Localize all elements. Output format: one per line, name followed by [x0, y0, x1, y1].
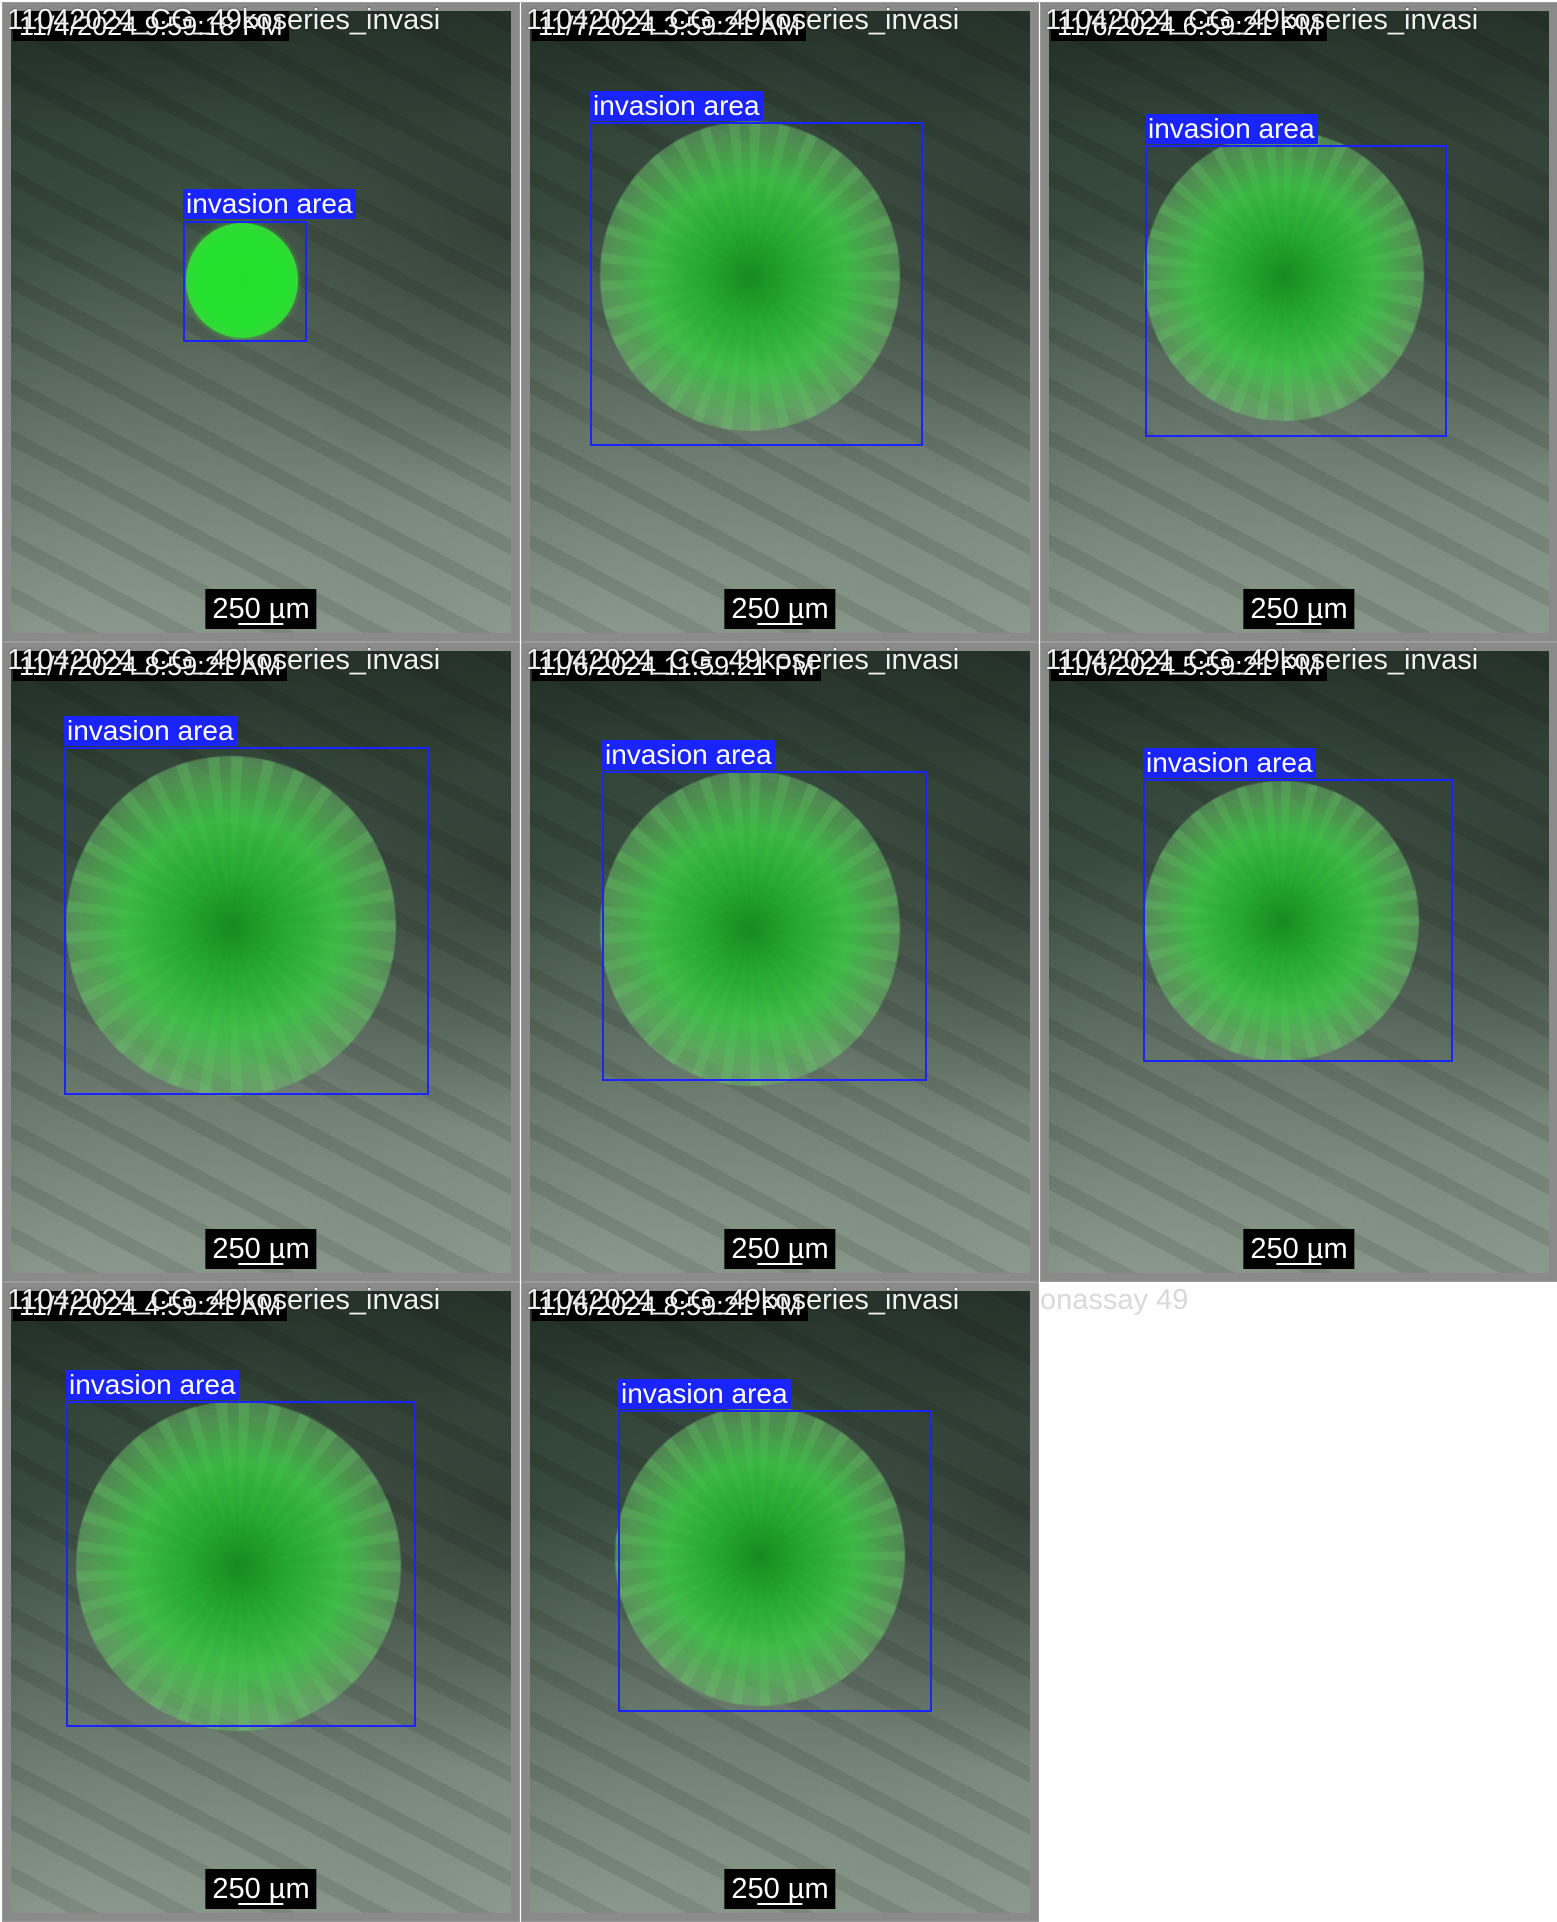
- spheroid: [600, 121, 900, 431]
- scale-bar-line: [757, 623, 803, 625]
- timestamp-label: 11/6/2024 5:59:21 PM: [1051, 651, 1327, 681]
- detection-box: [183, 221, 307, 342]
- scale-bar-line: [757, 1903, 803, 1905]
- micrograph-image: [11, 11, 511, 633]
- scale-bar: 250 µm: [205, 589, 317, 629]
- timestamp-label: 11/6/2024 8:59:21 PM: [532, 1291, 808, 1321]
- spheroid: [600, 771, 900, 1086]
- detection-box: [1143, 779, 1453, 1062]
- detection-box: [618, 1410, 932, 1712]
- scale-bar-label: 250 µm: [1250, 1233, 1348, 1265]
- spheroid: [186, 223, 298, 338]
- timestamp-label: 11/7/2024 8:59:21 AM: [13, 651, 288, 681]
- micrograph-tile: 11/6/2024 11:59:21 PM 11042024_CG_49kose…: [521, 642, 1039, 1282]
- scale-bar-label: 250 µm: [1250, 593, 1348, 625]
- file-name-label: 11042024_CG_49koseries_invasi: [1045, 4, 1479, 36]
- timestamp-label: 11/7/2024 3:59:21 AM: [532, 11, 807, 41]
- scale-bar-line: [238, 1263, 284, 1265]
- spheroid: [1144, 781, 1419, 1061]
- timestamp-label: 11/4/2024 9:59:18 PM: [13, 11, 289, 41]
- micrograph-tile: 11/7/2024 3:59:21 AM 11042024_CG_49koser…: [521, 2, 1039, 642]
- detection-label: invasion area: [618, 1379, 791, 1409]
- timestamp-label: 11/7/2024 4:59:21 AM: [13, 1291, 288, 1321]
- spheroid: [615, 1406, 905, 1706]
- scale-bar-label: 250 µm: [731, 1873, 829, 1905]
- micrograph-image: [530, 1291, 1030, 1913]
- detection-label: invasion area: [66, 1370, 239, 1400]
- scale-bar: 250 µm: [724, 1229, 836, 1269]
- scale-bar-line: [1276, 623, 1322, 625]
- micrograph-tile: 11/6/2024 6:59:21 PM 11042024_CG_49koser…: [1040, 2, 1557, 642]
- scale-bar-label: 250 µm: [212, 1873, 310, 1905]
- detection-box: [590, 122, 923, 446]
- file-name-label: 11042024_CG_49koseries_invasi: [526, 4, 960, 36]
- timestamp-label: 11/6/2024 6:59:21 PM: [1051, 11, 1327, 41]
- scale-bar: 250 µm: [205, 1229, 317, 1269]
- file-name-label: 11042024_CG_49koseries_invasi: [526, 1284, 960, 1316]
- scale-bar-label: 250 µm: [731, 1233, 829, 1265]
- detection-label: invasion area: [590, 91, 763, 121]
- detection-box: [1145, 145, 1447, 437]
- scale-bar: 250 µm: [1243, 1229, 1355, 1269]
- micrograph-tile: 11/7/2024 8:59:21 AM 11042024_CG_49koser…: [2, 642, 520, 1282]
- micrograph-tile: 11/4/2024 9:59:18 PM 11042024_CG_49koser…: [2, 2, 520, 642]
- detection-label: invasion area: [183, 189, 356, 219]
- micrograph-image: [1049, 651, 1549, 1273]
- spheroid: [66, 756, 396, 1096]
- scale-bar-line: [238, 1903, 284, 1905]
- overflow-file-label: onassay 49: [1040, 1284, 1189, 1316]
- file-name-label: 11042024_CG_49koseries_invasi: [1045, 644, 1479, 676]
- timestamp-label: 11/6/2024 11:59:21 PM: [532, 651, 821, 681]
- scale-bar-line: [238, 623, 284, 625]
- detection-box: [602, 771, 927, 1081]
- file-name-label: 11042024_CG_49koseries_invasi: [7, 1284, 441, 1316]
- detection-box: [64, 747, 429, 1095]
- file-name-label: 11042024_CG_49koseries_invasi: [7, 4, 441, 36]
- spheroid: [1144, 131, 1424, 421]
- micrograph-image: [1049, 11, 1549, 633]
- scale-bar: 250 µm: [724, 589, 836, 629]
- scale-bar: 250 µm: [205, 1869, 317, 1909]
- detection-label: invasion area: [602, 740, 775, 770]
- scale-bar-label: 250 µm: [731, 593, 829, 625]
- micrograph-tile: 11/6/2024 8:59:21 PM 11042024_CG_49koser…: [521, 1282, 1039, 1922]
- detection-box: [66, 1401, 416, 1727]
- scale-bar-label: 250 µm: [212, 1233, 310, 1265]
- spheroid: [76, 1401, 401, 1731]
- scale-bar-label: 250 µm: [212, 593, 310, 625]
- file-name-label: 11042024_CG_49koseries_invasi: [526, 644, 960, 676]
- scale-bar-line: [757, 1263, 803, 1265]
- micrograph-tile: 11/7/2024 4:59:21 AM 11042024_CG_49koser…: [2, 1282, 520, 1922]
- scale-bar: 250 µm: [724, 1869, 836, 1909]
- scale-bar: 250 µm: [1243, 589, 1355, 629]
- file-name-label: 11042024_CG_49koseries_invasi: [7, 644, 441, 676]
- scale-bar-line: [1276, 1263, 1322, 1265]
- micrograph-tile: 11/6/2024 5:59:21 PM 11042024_CG_49koser…: [1040, 642, 1557, 1282]
- detection-label: invasion area: [1143, 748, 1316, 778]
- detection-label: invasion area: [1145, 114, 1318, 144]
- detection-label: invasion area: [64, 716, 237, 746]
